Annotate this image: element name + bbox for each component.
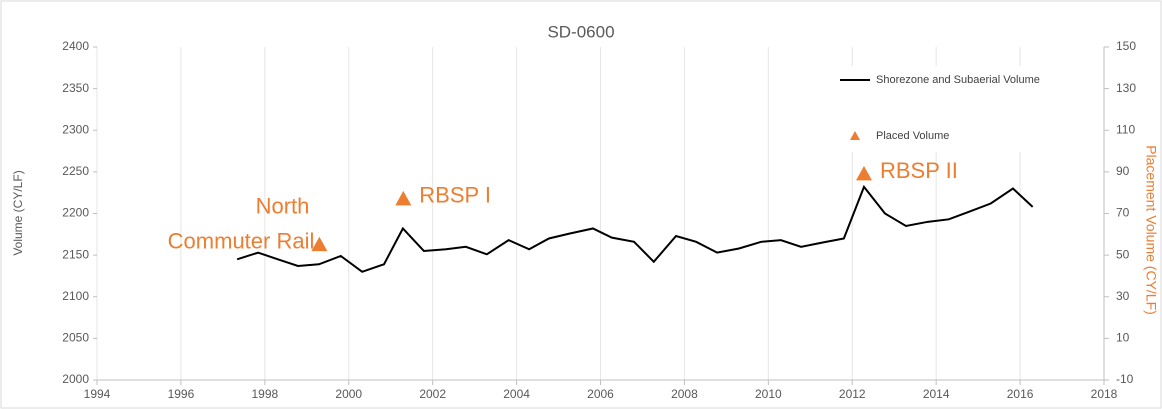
y-tick-label: 2250 — [62, 164, 89, 178]
x-tick-label: 2000 — [335, 387, 362, 401]
placed-marker — [395, 190, 412, 206]
legend-label: Placed Volume — [876, 130, 949, 142]
annotation: North — [256, 194, 310, 219]
y2-tick-label: 10 — [1116, 331, 1130, 345]
y-tick-label: 2150 — [62, 247, 89, 261]
x-tick-label: 2018 — [1091, 387, 1118, 401]
y2-tick-label: 110 — [1116, 122, 1135, 136]
x-tick-label: 2014 — [923, 387, 950, 401]
chart-title: SD-0600 — [547, 22, 614, 41]
x-tick-label: 1994 — [84, 387, 111, 401]
x-tick-label: 2012 — [839, 387, 866, 401]
y2-tick-label: 150 — [1116, 39, 1136, 53]
legend-marker — [850, 131, 860, 140]
x-tick-label: 1998 — [251, 387, 278, 401]
y-axis-label: Volume (CY/LF) — [11, 170, 25, 255]
legend-label: Shorezone and Subaerial Volume — [876, 74, 1040, 86]
annotation: RBSP I — [419, 183, 491, 208]
x-tick-label: 2016 — [1007, 387, 1034, 401]
x-tick-label: 2010 — [755, 387, 782, 401]
placed-marker — [855, 165, 872, 181]
y-tick-label: 2350 — [62, 81, 89, 95]
y2-axis-label: Placement Volume (CY/LF) — [1143, 145, 1159, 315]
x-tick-label: 2004 — [503, 387, 530, 401]
y2-tick-label: -10 — [1116, 372, 1134, 386]
y-tick-label: 2000 — [62, 372, 89, 386]
y-tick-label: 2050 — [62, 331, 89, 345]
annotation: Commuter Rail — [168, 229, 315, 254]
legend: Shorezone and Subaerial Volume Placed Vol… — [828, 66, 1074, 152]
y2-tick-label: 30 — [1116, 289, 1130, 303]
x-tick-label: 2006 — [587, 387, 614, 401]
y2-tick-label: 70 — [1116, 206, 1130, 220]
y2-tick-label: 130 — [1116, 81, 1136, 95]
x-tick-label: 2008 — [671, 387, 698, 401]
volume-line — [236, 184, 1034, 273]
y-tick-label: 2200 — [62, 206, 89, 220]
y2-tick-label: 90 — [1116, 164, 1130, 178]
y-tick-label: 2300 — [62, 122, 89, 136]
y2-tick-label: 50 — [1116, 247, 1130, 261]
y-tick-label: 2400 — [62, 39, 89, 53]
y-tick-label: 2100 — [62, 289, 89, 303]
x-tick-label: 2002 — [419, 387, 446, 401]
annotation: RBSP II — [880, 158, 958, 183]
placed-marker — [311, 236, 328, 252]
x-tick-label: 1996 — [168, 387, 195, 401]
